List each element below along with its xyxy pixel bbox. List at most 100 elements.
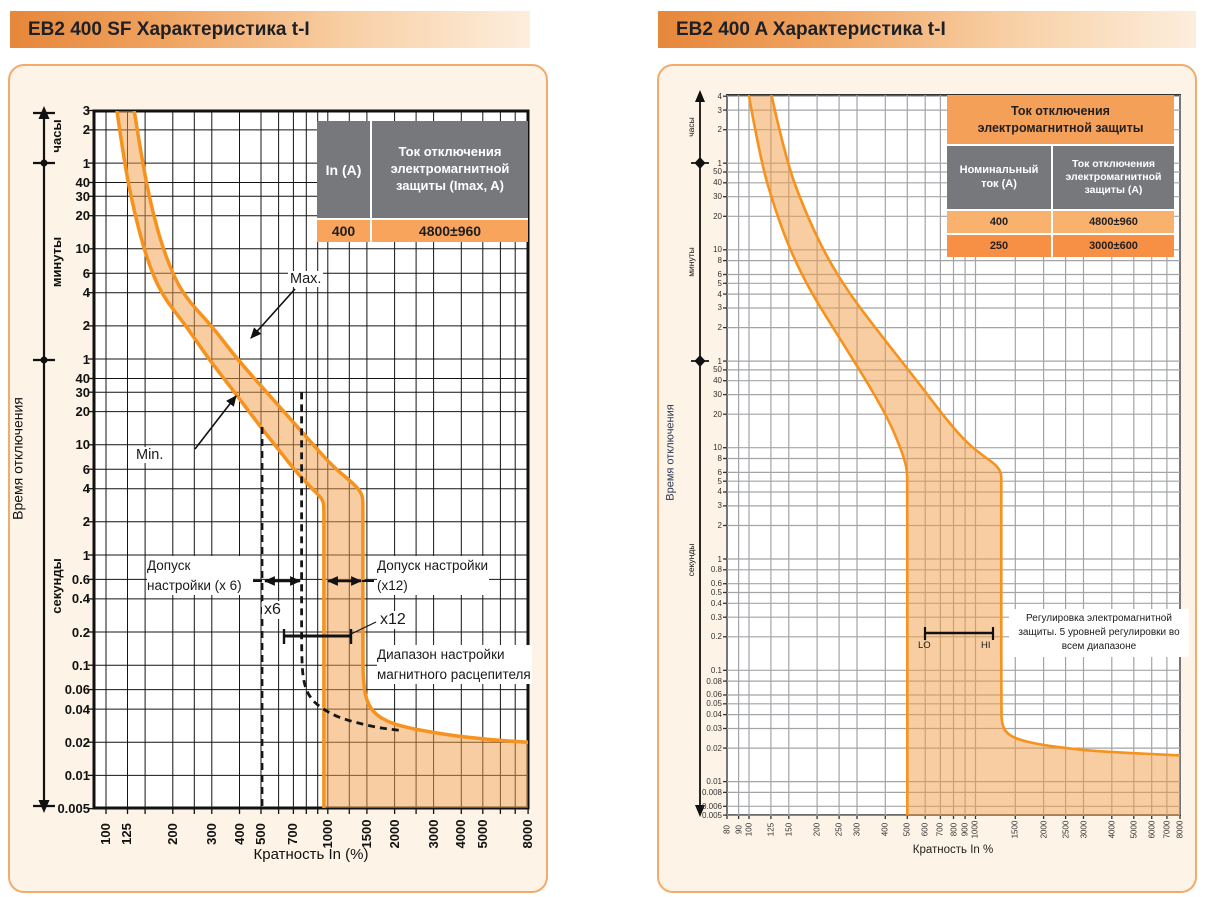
x-tick-label: 5000: [1129, 820, 1139, 838]
x-tick-label: 6000: [1147, 820, 1157, 838]
tolerance-x6-label: Допуск настройки (x 6): [147, 556, 253, 596]
right-unit-minutes: минуты: [686, 247, 696, 277]
y-tick-label: 6: [82, 265, 90, 281]
right-table-col2-header: Ток отключения электромагнитной защиты (…: [1053, 146, 1174, 209]
y-tick-label: 8: [717, 256, 722, 266]
y-tick-label: 10: [75, 241, 90, 257]
x-tick-label: 8000: [520, 819, 536, 849]
y-tick-label: 0.1: [71, 657, 90, 673]
x-tick-label: 250: [834, 822, 844, 836]
right-unit-hours: часы: [686, 117, 696, 137]
y-tick-label: 0.005: [701, 810, 722, 820]
y-tick-label: 0.5: [710, 588, 722, 597]
tolerance-x12-label: Допуск настройки (x12): [377, 556, 489, 596]
x-tick-label: 8000: [1175, 820, 1185, 838]
y-tick-label: 0.04: [64, 701, 90, 717]
x-tick-label: 100: [744, 822, 754, 836]
y-tick-label: 10: [75, 437, 90, 453]
y-tick-label: 4: [717, 289, 722, 299]
y-tick-label: 0.6: [710, 579, 722, 589]
x-tick-label: 1000: [970, 820, 980, 838]
y-tick-label: 4: [82, 285, 90, 301]
y-tick-label: 8: [717, 453, 722, 463]
y-tick-label: 3: [717, 105, 722, 115]
y-tick-label: 2: [82, 514, 90, 530]
y-tick-label: 3: [82, 103, 90, 119]
y-tick-label: 4: [82, 481, 90, 497]
left-table-col1-header: In (A): [317, 121, 370, 218]
y-tick-label: 1: [82, 547, 90, 563]
right-table-value-cell: 250: [947, 235, 1051, 257]
right-unit-seconds: секунды: [686, 543, 696, 577]
y-tick-label: 0.005: [57, 801, 90, 817]
y-tick-label: 6: [82, 461, 90, 477]
left-trip-current-table: In (A) Ток отключения электромагнитной з…: [317, 121, 528, 242]
x-tick-label: 1500: [1010, 820, 1020, 838]
max-label: Max.: [288, 271, 324, 287]
y-tick-label: 0.02: [64, 734, 90, 750]
magnetic-range-label: Диапазон настройки магнитного расцепител…: [377, 645, 532, 685]
y-tick-label: 30: [713, 192, 722, 202]
left-y-axis-title: Время отключения: [9, 397, 26, 520]
y-tick-label: 0.04: [706, 710, 722, 720]
y-tick-label: 0.3: [710, 612, 722, 622]
y-tick-label: 0.1: [710, 665, 722, 675]
left-table-value-cell: 400: [317, 220, 370, 242]
y-tick-label: 4: [717, 487, 722, 497]
x-tick-label: 150: [784, 822, 794, 836]
right-table-value-cell: 4800±960: [1053, 211, 1174, 233]
y-tick-label: 0.08: [706, 676, 722, 686]
x-tick-label: 90: [734, 824, 744, 834]
y-tick-label: 0.2: [71, 624, 90, 640]
x-tick-label: 900: [960, 822, 970, 836]
y-tick-label: 1: [717, 554, 722, 564]
left-x-axis-title: Кратность In (%): [253, 846, 369, 863]
y-tick-label: 0.06: [706, 690, 722, 700]
left-chart-title-bar: EB2 400 SF Характеристика t-I: [10, 11, 530, 48]
y-tick-label: 0.01: [706, 777, 722, 787]
y-tick-label: 0.6: [71, 571, 90, 587]
y-tick-label: 10: [713, 245, 722, 255]
x-tick-label: 80: [722, 824, 732, 834]
right-table-value-cell: 400: [947, 211, 1051, 233]
min-label: Min.: [134, 447, 166, 463]
y-tick-label: 0.01: [64, 767, 90, 783]
right-x-axis-title: Кратность In %: [912, 844, 994, 856]
x-tick-label: 5000: [474, 819, 490, 849]
lo-label: LO: [918, 640, 931, 651]
x-tick-label: 600: [920, 822, 930, 836]
y-tick-label: 2: [717, 125, 722, 135]
y-tick-label: 0.2: [710, 632, 722, 642]
x-tick-label: 500: [902, 822, 912, 836]
left-table-value-cell: 4800±960: [372, 220, 528, 242]
left-unit-seconds: секунды: [49, 558, 64, 614]
hi-label: HI: [981, 640, 991, 651]
y-tick-label: 0.05: [706, 699, 722, 709]
left-table-col2-header: Ток отключения электромагнитной защиты (…: [372, 121, 528, 218]
right-y-axis-title: Время отключения: [664, 404, 677, 501]
x-tick-label: 2000: [1039, 820, 1049, 838]
right-table-col1-header: Номинальный ток (A): [947, 146, 1051, 209]
right-trip-current-table: Ток отключения электромагнитной защиты Н…: [947, 95, 1174, 257]
y-tick-label: 40: [713, 178, 722, 188]
y-tick-label: 40: [75, 370, 90, 386]
x-tick-label: 125: [119, 823, 135, 845]
y-tick-label: 0.06: [64, 682, 90, 698]
x-tick-label: 4000: [1107, 820, 1117, 838]
y-tick-label: 0.006: [701, 801, 722, 811]
x6-label: x6: [262, 601, 283, 619]
x-tick-label: 400: [880, 822, 890, 836]
x-tick-label: 2500: [1061, 820, 1071, 838]
right-table-title: Ток отключения электромагнитной защиты: [947, 95, 1174, 144]
y-tick-label: 1: [82, 351, 90, 367]
y-tick-label: 0.03: [706, 723, 722, 733]
y-tick-label: 6: [717, 269, 722, 279]
right-table-value-cell: 3000±600: [1053, 235, 1174, 257]
y-tick-label: 5: [717, 278, 722, 288]
x-tick-label: 125: [766, 822, 776, 836]
y-tick-label: 30: [75, 188, 90, 204]
x-tick-label: 100: [98, 823, 113, 845]
x-tick-label: 200: [812, 822, 822, 836]
y-tick-label: 0.008: [701, 787, 722, 797]
